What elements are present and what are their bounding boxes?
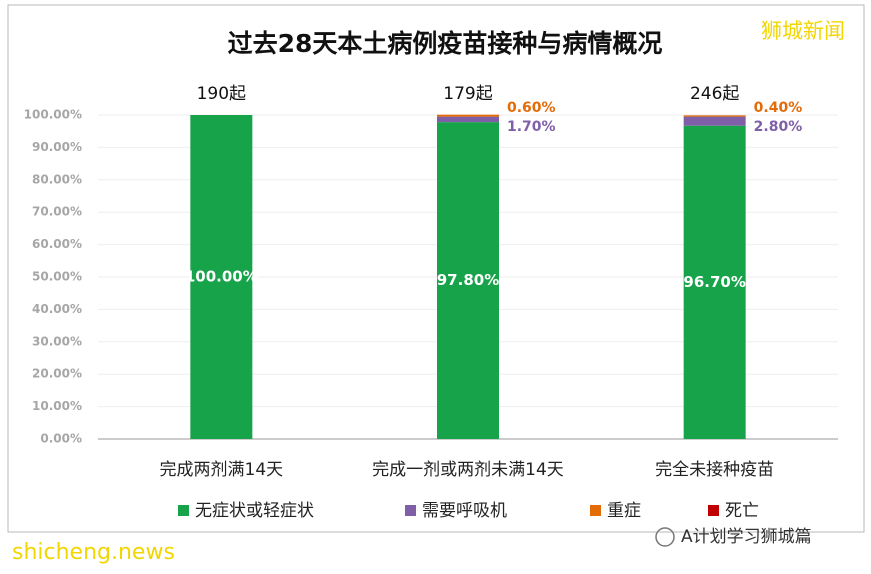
y-tick-label: 60.00% xyxy=(32,237,82,251)
legend-label: 无症状或轻症状 xyxy=(195,501,314,521)
bar-segment xyxy=(437,122,499,440)
legend-label: 需要呼吸机 xyxy=(422,501,507,521)
y-tick-label: 30.00% xyxy=(32,334,82,348)
bar-segment xyxy=(683,116,746,126)
chart-title: 过去28天本土病例疫苗接种与病情概况 xyxy=(228,29,663,58)
case-count-label: 246起 xyxy=(690,84,739,104)
value-label: 2.80% xyxy=(754,119,803,135)
y-tick-label: 0.00% xyxy=(40,432,82,446)
value-label: 0.60% xyxy=(507,100,556,116)
legend-swatch xyxy=(405,505,416,516)
watermark: shicheng.news xyxy=(12,540,175,565)
x-tick-label: 完成两剂满14天 xyxy=(160,460,284,480)
watermark: 狮城新闻 xyxy=(761,19,845,43)
bar-segment xyxy=(683,115,746,117)
y-tick-label: 90.00% xyxy=(32,140,82,154)
value-label: 97.80% xyxy=(437,271,499,289)
x-tick-label: 完成一剂或两剂未满14天 xyxy=(372,460,564,480)
legend-swatch xyxy=(178,505,189,516)
legend-label: 重症 xyxy=(607,501,641,521)
legend-swatch xyxy=(708,505,719,516)
value-label: 100.00% xyxy=(185,268,258,286)
y-tick-label: 40.00% xyxy=(32,302,82,316)
bar-segment xyxy=(190,115,253,439)
bar-segment xyxy=(437,116,499,123)
value-label: 96.70% xyxy=(683,273,745,291)
y-tick-label: 100.00% xyxy=(24,108,82,122)
legend-swatch xyxy=(590,505,601,516)
case-count-label: 179起 xyxy=(443,84,492,104)
legend-label: 死亡 xyxy=(725,501,759,521)
watermark: A计划学习狮城篇 xyxy=(681,527,812,547)
value-label: 0.40% xyxy=(754,100,803,116)
bar-segment xyxy=(437,114,499,117)
y-tick-label: 10.00% xyxy=(32,399,82,413)
bar-segment xyxy=(683,125,746,439)
y-tick-label: 70.00% xyxy=(32,205,82,219)
wechat-icon xyxy=(655,527,675,547)
y-tick-label: 80.00% xyxy=(32,172,82,186)
x-tick-label: 完全未接种疫苗 xyxy=(655,460,774,480)
y-tick-label: 20.00% xyxy=(32,367,82,381)
value-label: 1.70% xyxy=(507,119,556,135)
y-tick-label: 50.00% xyxy=(32,270,82,284)
case-count-label: 190起 xyxy=(197,84,246,104)
